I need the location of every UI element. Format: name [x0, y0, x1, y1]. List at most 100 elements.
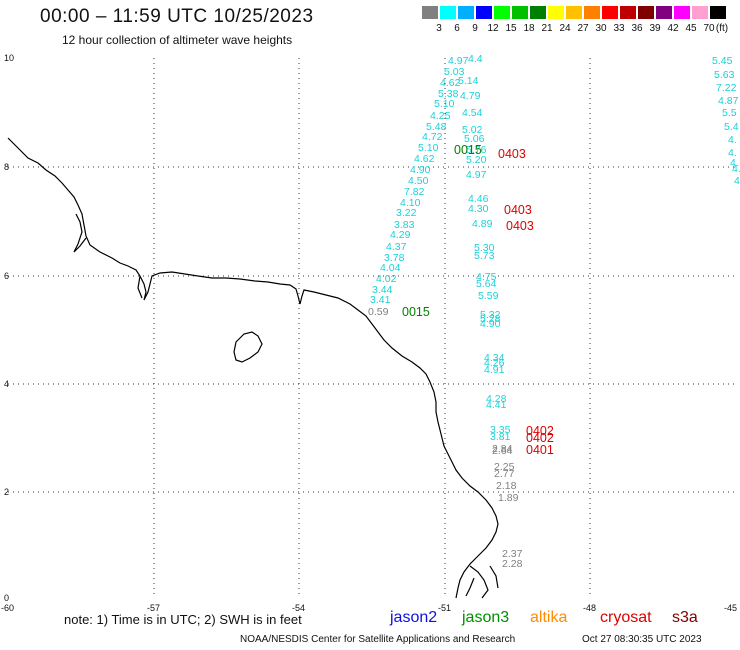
wave-height-label: 4.04	[380, 262, 401, 274]
wave-height-label: 2.25	[494, 461, 515, 473]
legend-label: 6	[454, 23, 460, 34]
wave-height-label: 4.34	[484, 352, 505, 364]
satellite-cryosat: cryosat	[600, 609, 652, 626]
satellite-altika: altika	[530, 609, 568, 626]
wave-height-label: 4.10	[400, 197, 421, 209]
wave-height-label: 2.84	[492, 443, 513, 455]
wave-height-label: 3.44	[372, 284, 393, 296]
pass-time-label: 0403	[506, 219, 534, 233]
footer-note: note: 1) Time is in UTC; 2) SWH is in fe…	[64, 612, 302, 627]
wave-height-label: 2.28	[502, 558, 523, 570]
map-subtitle: 12 hour collection of altimeter wave hei…	[62, 33, 293, 47]
wave-height-label: 4.	[732, 163, 740, 175]
coastline	[7, 137, 499, 599]
wave-height-label: 3.41	[370, 294, 391, 306]
legend-label: 36	[631, 23, 643, 34]
wave-height-label: 5.38	[438, 88, 459, 100]
wave-height-label: 4.	[728, 147, 737, 159]
legend-label: 21	[541, 23, 553, 34]
wave-height-label: 7.22	[716, 82, 737, 94]
wave-height-label: 4.97	[466, 169, 487, 181]
marajo-island	[233, 331, 263, 363]
wave-height-label: 4.46	[468, 193, 489, 205]
legend-label: 9	[472, 23, 478, 34]
wave-height-label: 5.64	[476, 278, 497, 290]
legend-label: 12	[487, 23, 499, 34]
wave-height-label: 4.26	[484, 357, 505, 369]
wave-height-label: 2.64	[492, 445, 513, 457]
x-tick-label: -51	[438, 603, 451, 613]
wave-height-label: 5.06	[464, 133, 485, 145]
legend-label: 39	[649, 23, 661, 34]
wave-height-label: 4.	[734, 175, 740, 187]
wave-height-label: 2.77	[494, 468, 515, 480]
legend-swatch	[440, 6, 456, 19]
wave-height-label: 4.91	[484, 364, 505, 376]
legend-swatch	[620, 6, 636, 19]
legend-swatch	[494, 6, 510, 19]
wave-height-label: 5.02	[462, 124, 483, 136]
legend-swatch	[530, 6, 546, 19]
wave-height-label: 1.89	[498, 492, 519, 504]
legend-label: 70	[703, 23, 715, 34]
wave-height-label: 5.32	[480, 309, 501, 321]
wave-height-label: 5.59	[478, 290, 499, 302]
wave-height-label: 3.22	[396, 207, 417, 219]
legend-label: 45	[685, 23, 697, 34]
river-mouth-2	[137, 275, 143, 299]
wave-height-label: 4.62	[414, 153, 435, 165]
satellite-jason3: jason3	[462, 609, 510, 626]
legend-swatch	[422, 6, 438, 19]
wave-height-label: 5.48	[426, 121, 447, 133]
legend-swatch	[458, 6, 474, 19]
wave-height-label: 4.54	[462, 107, 483, 119]
wave-height-label: 5.14	[458, 75, 479, 87]
wave-height-label: 2.18	[496, 480, 517, 492]
wave-height-label: 5.03	[444, 66, 465, 78]
legend-label: 24	[559, 23, 571, 34]
wave-height-label: 0.59	[368, 306, 389, 318]
track-labels: 4.97 4.45.035.144.625.38 4.795.104.25 4.545…	[368, 53, 740, 570]
y-tick-label: 2	[4, 487, 9, 497]
x-tick-label: -48	[583, 603, 596, 613]
legend-swatch	[692, 6, 708, 19]
wave-height-label: 5.28	[480, 313, 501, 325]
legend-swatch	[566, 6, 582, 19]
wave-height-label: 7.82	[404, 186, 425, 198]
wave-height-label: 3.78	[384, 252, 405, 264]
map-title: 00:00 – 11:59 UTC 10/25/2023	[40, 6, 314, 27]
pass-time-label: 0402	[526, 424, 554, 438]
legend-label: 30	[595, 23, 607, 34]
wave-height-label: 5.63	[714, 69, 735, 81]
river-mouth	[73, 213, 87, 253]
pass-time-label: 0402	[526, 431, 554, 445]
pass-time-label: 0015	[402, 305, 430, 319]
generation-timestamp: Oct 27 08:30:35 UTC 2023	[582, 634, 702, 645]
wave-height-label: 4.37	[386, 241, 407, 253]
legend-swatch	[638, 6, 654, 19]
legend-unit: (ft)	[715, 23, 729, 34]
legend-swatch	[584, 6, 600, 19]
pass-time-label: 0403	[498, 147, 526, 161]
legend-label: 15	[505, 23, 517, 34]
legend-swatch	[476, 6, 492, 19]
wave-height-label: 4.90	[480, 318, 501, 330]
pass-time-label: 0015	[454, 143, 482, 157]
wave-height-label: 4.4	[468, 53, 483, 65]
wave-height-label: 4.	[728, 134, 737, 146]
y-tick-label: 8	[4, 162, 9, 172]
wave-height-label: 4.72	[422, 131, 443, 143]
wave-height-label: 4.75	[476, 271, 497, 283]
wave-height-label: 4.29	[390, 229, 411, 241]
wave-height-label: 5.5	[722, 107, 737, 119]
wave-height-label: 4.30	[468, 203, 489, 215]
wave-height-label: 4.41	[486, 399, 507, 411]
pass-time-label: 0401	[526, 443, 554, 457]
pass-time-label: 0403	[504, 203, 532, 217]
wave-height-label: 4.79	[460, 90, 481, 102]
legend-swatch	[548, 6, 564, 19]
legend-label: 33	[613, 23, 625, 34]
delta-islands	[465, 565, 499, 599]
